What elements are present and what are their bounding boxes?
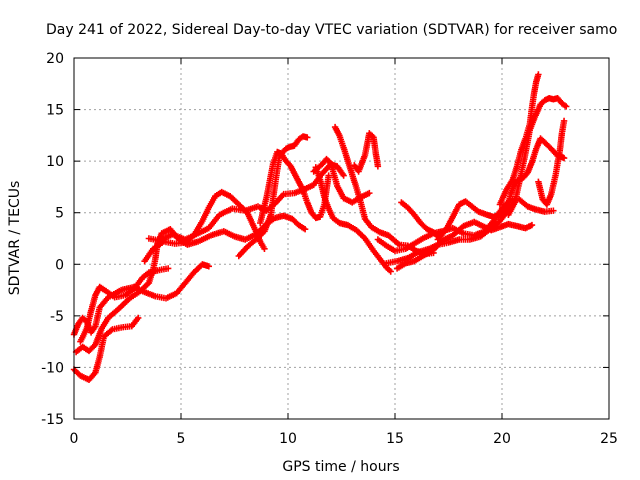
series-markers — [351, 130, 382, 175]
y-axis-label: SDTVAR / TECUs — [7, 181, 23, 296]
y-tick-label: -5 — [50, 309, 64, 325]
series-arc-15 — [393, 218, 536, 272]
axes: 0 5 10 15 20 25 -15 -10 -5 0 5 10 15 20 — [41, 51, 618, 447]
y-tick-label: 15 — [46, 103, 64, 119]
x-tick-label: 5 — [177, 431, 186, 447]
series-arc-16 — [398, 199, 441, 240]
y-tick-label: -15 — [41, 412, 64, 428]
series-arc-19 — [505, 95, 570, 218]
series-arc-7 — [235, 133, 311, 260]
series-markers — [398, 199, 441, 240]
x-tick-label: 15 — [386, 431, 404, 447]
x-axis-label: GPS time / hours — [282, 459, 399, 475]
y-tick-label: 10 — [46, 154, 64, 170]
series-arc-5 — [141, 188, 268, 265]
x-tick-label: 20 — [493, 431, 511, 447]
series-arc-12 — [351, 130, 382, 175]
y-tick-label: 20 — [46, 51, 64, 67]
x-tick-label: 25 — [600, 431, 618, 447]
series-arc-11 — [310, 155, 373, 206]
x-tick-label: 0 — [70, 431, 79, 447]
chart-title: Day 241 of 2022, Sidereal Day-to-day VTE… — [46, 22, 617, 38]
y-tick-label: -10 — [41, 360, 64, 376]
series-arc-4 — [77, 265, 172, 345]
series-arc-20 — [535, 117, 568, 208]
x-tick-label: 10 — [279, 431, 297, 447]
plot-frame — [73, 57, 610, 420]
series-arc-17 — [434, 198, 516, 243]
data-layer — [70, 71, 570, 383]
series-markers — [141, 188, 268, 265]
y-tick-label: 5 — [55, 206, 64, 222]
series-arc-6 — [145, 161, 347, 244]
y-tick-label: 0 — [55, 257, 64, 273]
